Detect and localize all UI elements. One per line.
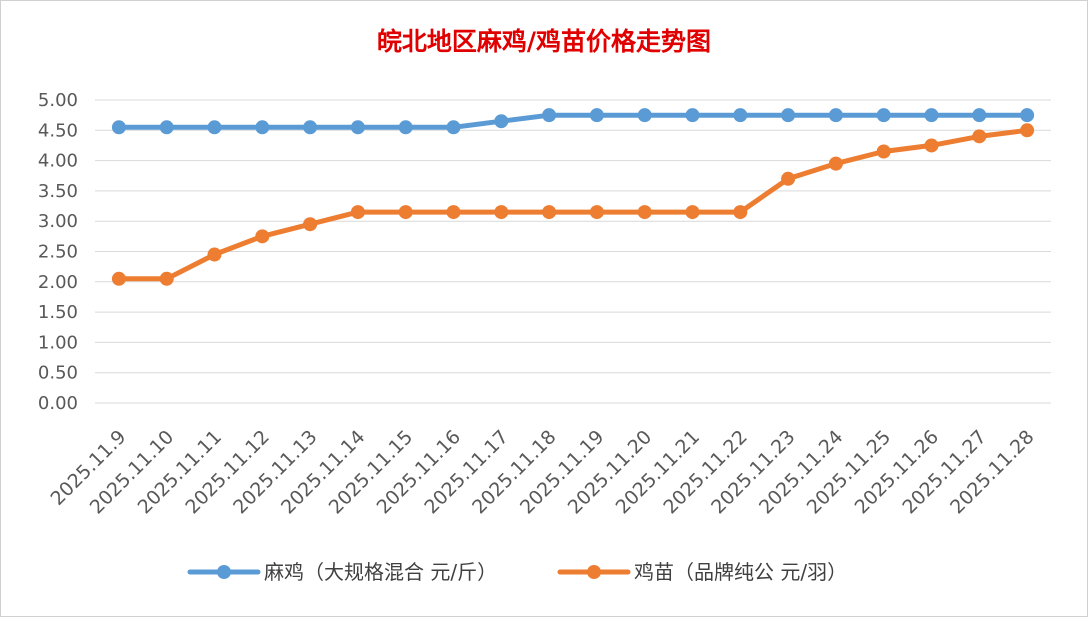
- data-point: [398, 205, 413, 220]
- data-point: [398, 120, 413, 135]
- gridlines: [95, 99, 1051, 404]
- data-point: [446, 205, 461, 220]
- data-point: [542, 108, 557, 123]
- data-point: [876, 144, 891, 159]
- data-point: [255, 120, 270, 135]
- data-point: [542, 205, 557, 220]
- y-tick-label: 3.00: [38, 211, 78, 232]
- data-point: [255, 229, 270, 244]
- y-tick-label: 1.50: [38, 302, 78, 323]
- data-point: [876, 108, 891, 123]
- chart-title: 皖北地区麻鸡/鸡苗价格走势图: [376, 27, 712, 56]
- data-point: [972, 108, 987, 123]
- data-point: [924, 108, 939, 123]
- y-tick-label: 2.00: [38, 272, 78, 293]
- x-axis-ticks: 2025.11.92025.11.102025.11.112025.11.122…: [46, 426, 1038, 518]
- data-point: [159, 271, 174, 286]
- data-point: [828, 108, 843, 123]
- y-tick-label: 4.50: [38, 120, 78, 141]
- data-point: [924, 138, 939, 153]
- data-point: [733, 205, 748, 220]
- data-point: [1020, 108, 1035, 123]
- y-tick-label: 5.00: [38, 90, 78, 111]
- data-point: [494, 205, 509, 220]
- data-point: [111, 120, 126, 135]
- data-point: [781, 108, 796, 123]
- data-point: [446, 120, 461, 135]
- legend: 麻鸡（大规格混合 元/斤） 鸡苗（品牌纯公 元/羽）: [187, 560, 847, 584]
- legend-label: 鸡苗（品牌纯公 元/羽）: [634, 560, 847, 584]
- data-point: [589, 205, 604, 220]
- data-point: [637, 108, 652, 123]
- data-point: [350, 205, 365, 220]
- data-point: [1020, 123, 1035, 138]
- data-point: [637, 205, 652, 220]
- legend-label: 麻鸡（大规格混合 元/斤）: [264, 560, 497, 584]
- legend-swatch-marker: [587, 565, 601, 579]
- y-axis-ticks: 0.00 0.50 1.00 1.50 2.00 2.50 3.00 3.50 4.00 4.50…: [38, 90, 78, 414]
- y-tick-label: 0.00: [38, 393, 78, 414]
- data-point: [685, 205, 700, 220]
- y-tick-label: 0.50: [38, 363, 78, 384]
- data-point: [972, 129, 987, 144]
- data-point: [111, 271, 126, 286]
- y-tick-label: 4.00: [38, 151, 78, 172]
- y-tick-label: 3.50: [38, 181, 78, 202]
- series-group: [111, 108, 1035, 286]
- y-tick-label: 2.50: [38, 242, 78, 263]
- data-point: [207, 120, 222, 135]
- data-point: [350, 120, 365, 135]
- data-point: [828, 156, 843, 171]
- legend-swatch-marker: [217, 565, 231, 579]
- series-line-2: [116, 127, 1030, 282]
- data-point: [733, 108, 748, 123]
- data-point: [781, 171, 796, 186]
- series-line-1: [116, 112, 1030, 130]
- data-point: [303, 217, 318, 232]
- data-point: [589, 108, 604, 123]
- data-point: [303, 120, 318, 135]
- y-tick-label: 1.00: [38, 332, 78, 353]
- data-point: [207, 247, 222, 262]
- data-point: [685, 108, 700, 123]
- data-point: [159, 120, 174, 135]
- data-point: [494, 114, 509, 129]
